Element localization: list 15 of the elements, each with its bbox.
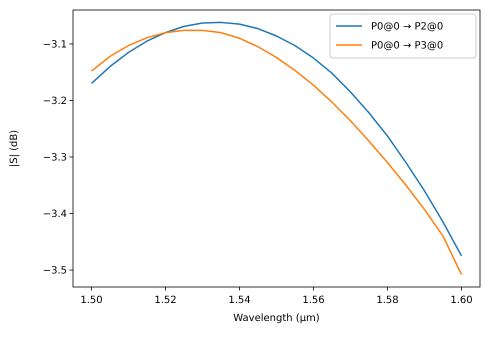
y-axis-title: |S| (dB): [9, 130, 20, 168]
x-tick-label: 1.52: [154, 295, 177, 306]
x-tick-label: 1.58: [376, 295, 399, 306]
legend-label: P0@0 → P2@0: [371, 22, 444, 32]
x-tick-label: 1.60: [450, 295, 473, 306]
y-tick-label: −3.5: [42, 266, 67, 277]
x-tick-label: 1.56: [302, 295, 325, 306]
x-axis-title: Wavelength (µm): [233, 313, 320, 324]
x-tick-label: 1.54: [228, 295, 251, 306]
y-tick-label: −3.4: [42, 209, 67, 220]
legend-label: P0@0 → P3@0: [371, 40, 444, 52]
y-tick-label: −3.3: [42, 152, 67, 164]
y-tick-label: −3.2: [42, 96, 67, 107]
y-tick-label: −3.1: [42, 39, 67, 50]
x-tick-label: 1.50: [80, 295, 103, 306]
